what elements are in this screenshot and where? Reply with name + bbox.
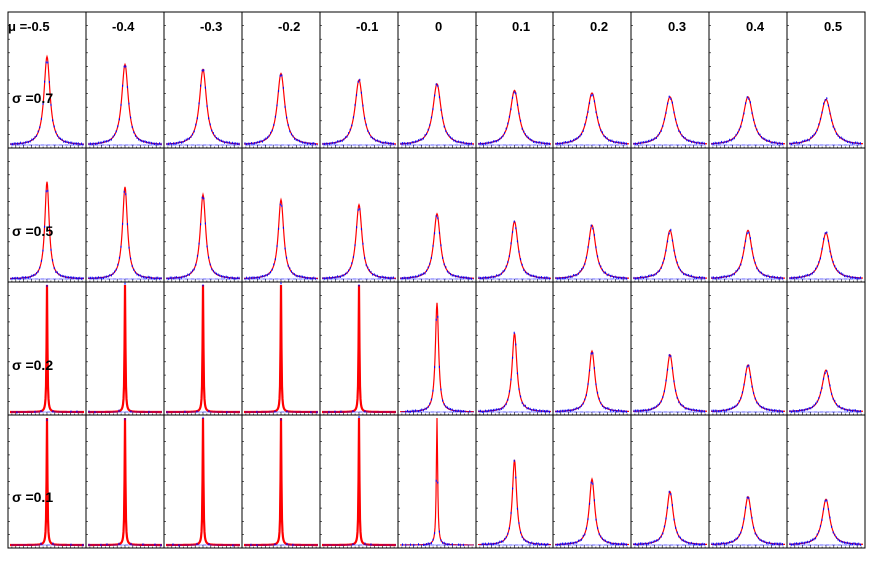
panel-frame: [708, 147, 788, 283]
panel-frame: [7, 147, 87, 283]
panel-frame: [630, 147, 710, 283]
panel-r1-c10: [786, 147, 866, 283]
panel-frame: [552, 147, 632, 283]
panel-frame: [708, 11, 788, 149]
panel-r1-c3: [241, 147, 321, 283]
panel-r2-c3: [241, 281, 321, 416]
panel-r0-c0: [7, 11, 87, 149]
panel-r1-c0: [7, 147, 87, 283]
panel-r2-c4: [319, 281, 399, 416]
panel-r2-c7: [552, 281, 632, 416]
panel-r0-c3: [241, 11, 321, 149]
panel-frame: [85, 147, 165, 283]
panel-r0-c1: [85, 11, 165, 149]
panel-frame: [163, 147, 243, 283]
panel-r0-c4: [319, 11, 399, 149]
panel-frame: [552, 281, 632, 416]
panel-r2-c0: [7, 281, 87, 416]
panel-r1-c9: [708, 147, 788, 283]
panel-frame: [7, 11, 87, 149]
panel-r2-c5: [397, 281, 477, 416]
panel-r0-c2: [163, 11, 243, 149]
panel-frame: [552, 11, 632, 149]
panel-frame: [786, 11, 866, 149]
panel-r0-c7: [552, 11, 632, 149]
panel-r1-c7: [552, 147, 632, 283]
panel-r1-c6: [475, 147, 554, 283]
panel-r1-c4: [319, 147, 399, 283]
panel-frame: [319, 147, 399, 283]
panel-frame: [397, 281, 477, 416]
panel-r2-c6: [475, 281, 554, 416]
panel-r1-c2: [163, 147, 243, 283]
panel-r1-c5: [397, 147, 477, 283]
panel-frame: [786, 147, 866, 283]
panel-r1-c8: [630, 147, 710, 283]
panel-frame: [85, 11, 165, 149]
panel-frame: [241, 147, 321, 283]
panel-frame: [475, 147, 554, 283]
panel-r2-c2: [163, 281, 243, 416]
panel-r0-c10: [786, 11, 866, 149]
panel-frame: [475, 281, 554, 416]
panel-r0-c9: [708, 11, 788, 149]
panel-r2-c1: [85, 281, 165, 416]
panel-r1-c1: [85, 147, 165, 283]
